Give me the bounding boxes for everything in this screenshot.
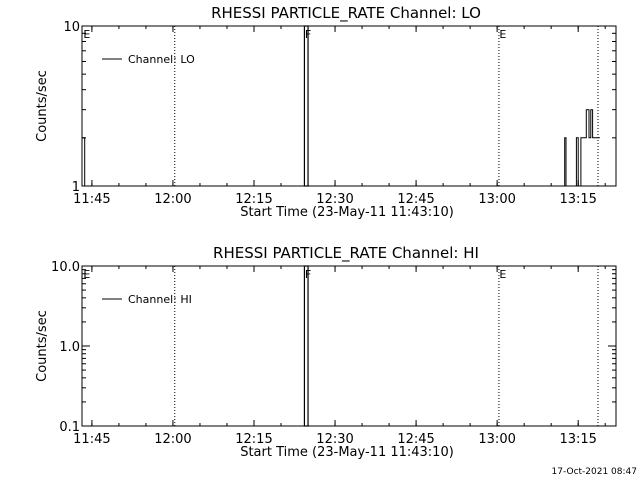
event-marker-label: F xyxy=(305,268,311,281)
plot-frame xyxy=(81,265,617,427)
y-tick-label: 1.0 xyxy=(59,340,80,355)
chart-title: RHESSI PARTICLE_RATE Channel: HI xyxy=(213,244,479,263)
flare-band xyxy=(303,25,309,187)
x-tick-label: 12:45 xyxy=(397,192,434,207)
y-axis-label: Counts/sec xyxy=(35,70,50,142)
legend-label: Channel: HI xyxy=(128,293,192,306)
x-axis-label: Start Time (23-May-11 11:43:10) xyxy=(240,445,454,460)
flare-band xyxy=(303,265,309,427)
event-marker-label: F xyxy=(305,28,311,41)
event-marker-label: E xyxy=(83,268,90,281)
x-tick-label: 13:15 xyxy=(559,192,596,207)
x-tick-label: 12:15 xyxy=(235,192,272,207)
x-axis-label: Start Time (23-May-11 11:43:10) xyxy=(240,205,454,220)
x-tick-label: 13:00 xyxy=(478,192,515,207)
chart-title: RHESSI PARTICLE_RATE Channel: LO xyxy=(211,4,481,23)
x-tick-label: 12:00 xyxy=(154,432,191,447)
event-marker-label: E xyxy=(499,28,506,41)
event-marker-label: E xyxy=(83,28,90,41)
x-tick-label: 11:45 xyxy=(73,192,110,207)
legend-label: Channel: LO xyxy=(128,53,195,66)
y-tick-label: 0.1 xyxy=(59,420,80,435)
panel-2: RHESSI PARTICLE_RATE Channel: HI E F E 11:45… xyxy=(35,244,617,460)
x-tick-label: 12:30 xyxy=(316,432,353,447)
y-tick-label: 10 xyxy=(63,20,80,35)
x-tick-label: 13:00 xyxy=(478,432,515,447)
x-tick-label: 12:00 xyxy=(154,192,191,207)
timestamp-stamp: 17-Oct-2021 08:47 xyxy=(552,467,637,477)
x-tick-label: 12:30 xyxy=(316,192,353,207)
panel-1: RHESSI PARTICLE_RATE Channel: LO E F E 11:45… xyxy=(35,4,617,220)
series-line xyxy=(82,109,600,187)
y-tick-label: 10.0 xyxy=(51,260,80,275)
plot-frame xyxy=(81,25,617,187)
x-tick-label: 12:15 xyxy=(235,432,272,447)
y-tick-label: 1 xyxy=(72,180,80,195)
x-tick-label: 11:45 xyxy=(73,432,110,447)
x-tick-label: 13:15 xyxy=(559,432,596,447)
event-marker-label: E xyxy=(499,268,506,281)
y-axis-label: Counts/sec xyxy=(35,310,50,382)
x-tick-label: 12:45 xyxy=(397,432,434,447)
